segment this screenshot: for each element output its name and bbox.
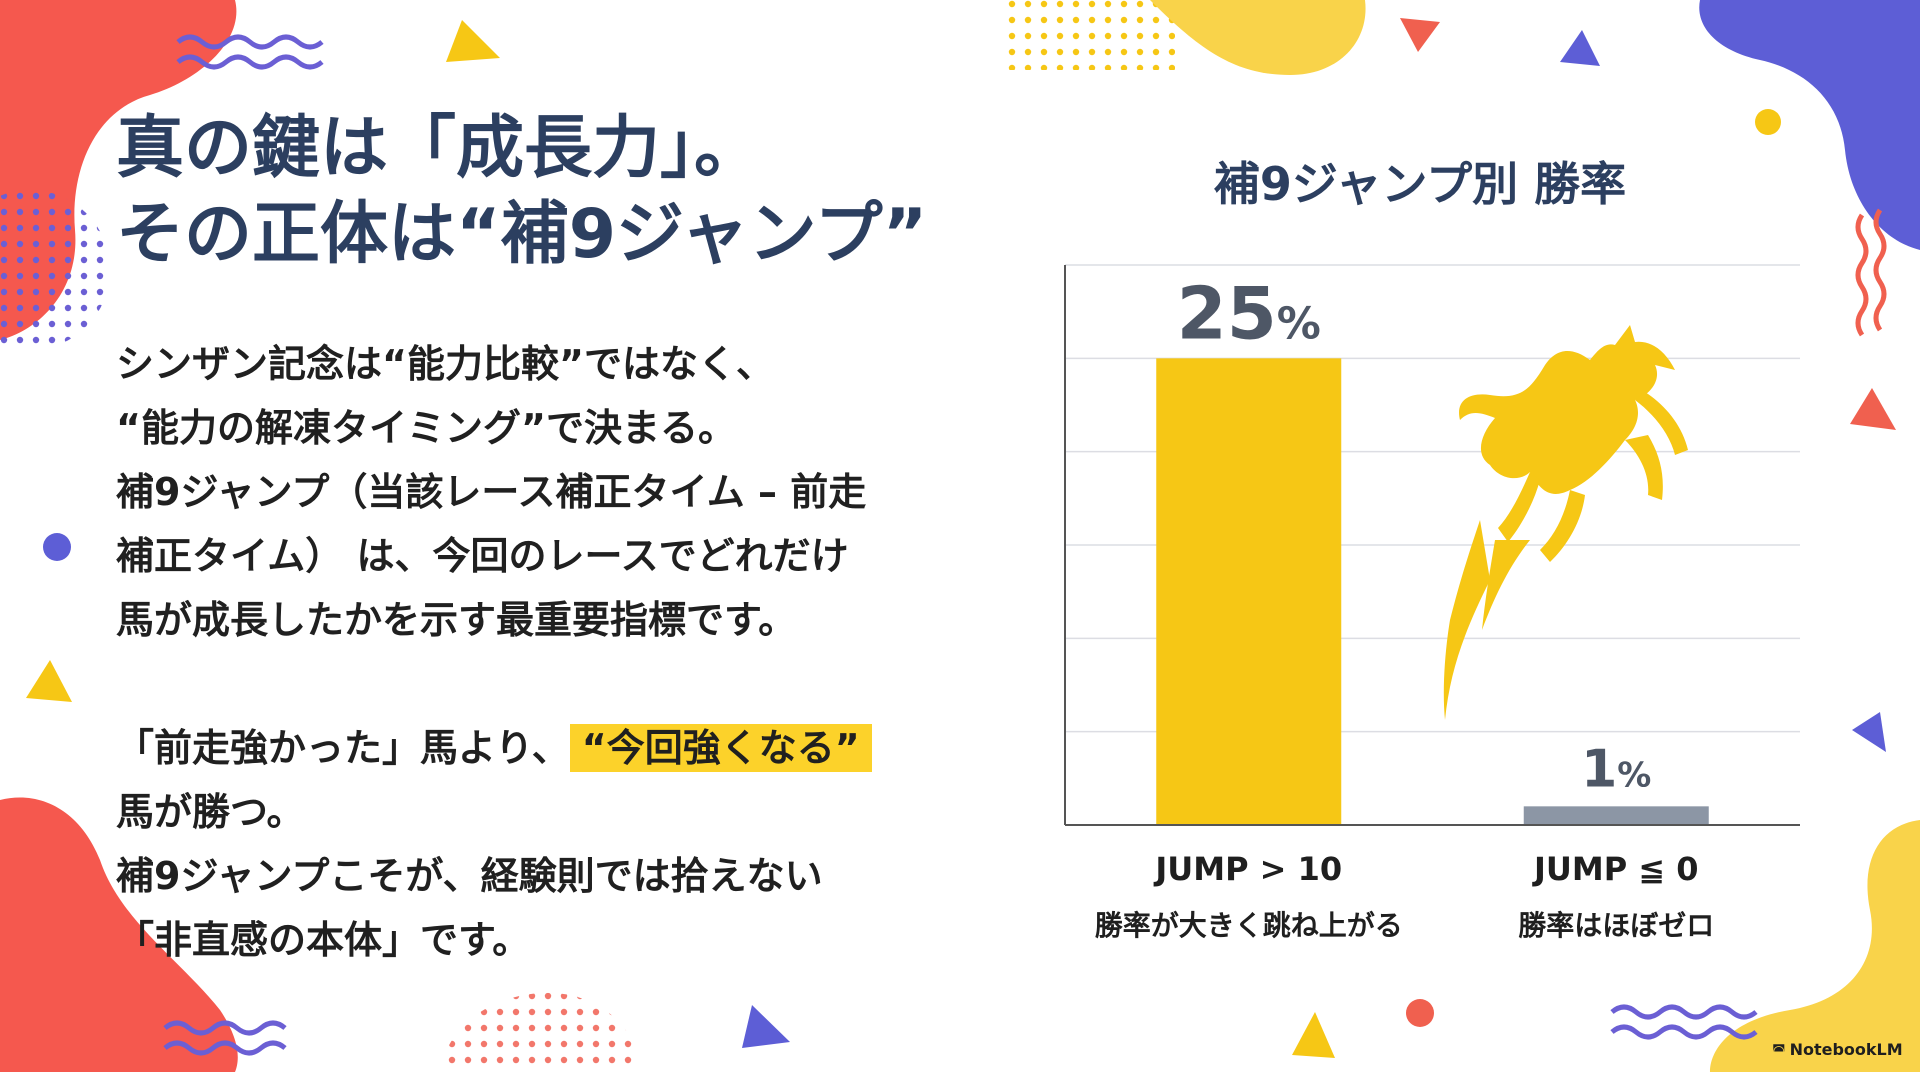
yellow-dot-field <box>1000 0 1175 70</box>
red-triangle <box>1850 388 1896 430</box>
chart-axes <box>1064 265 1800 826</box>
slide-title: 真の鍵は「成長力」。 その正体は“補9ジャンプ” <box>116 106 927 278</box>
red-squiggle <box>1873 208 1887 332</box>
category-label: JUMP ≦ 0 <box>1532 850 1699 888</box>
paragraph-line: シンザン記念は“能力比較”ではなく、 <box>116 342 774 386</box>
brand-text: NotebookLM <box>1789 1040 1903 1059</box>
purple-blob-top-right <box>1699 0 1920 250</box>
paragraph-line: 補9ジャンプ（当該レース補正タイム – 前走 <box>116 470 867 514</box>
brand-label: ◚ NotebookLM <box>1772 1040 1903 1059</box>
data-label: 25% <box>1177 271 1321 355</box>
category-sublabel: 勝率が大きく跳ね上がる <box>1095 909 1403 942</box>
purple-wave <box>1610 1004 1758 1020</box>
purple-dot <box>43 533 71 561</box>
highlight-phrase: “今回強くなる” <box>569 724 872 772</box>
paragraph-line: 補正タイム） は、今回のレースでどれだけ <box>116 534 849 578</box>
yellow-blob-bottom-right <box>1710 820 1920 1072</box>
purple-wave <box>1610 1024 1758 1040</box>
category-label: JUMP > 10 <box>1153 850 1342 888</box>
red-squiggle <box>1855 213 1869 337</box>
bar <box>1156 358 1342 825</box>
yellow-triangle <box>446 20 500 62</box>
yellow-dot <box>1755 109 1781 135</box>
jumping-horse-icon <box>1443 325 1688 720</box>
red-dot-field <box>440 992 640 1072</box>
purple-dot-circle <box>0 190 110 350</box>
bar <box>1523 806 1709 825</box>
bar-chart: 25% JUMP > 10 勝率が大きく跳ね上がる 1% JUMP ≦ 0 勝率はほぼゼロ <box>1064 264 1800 942</box>
purple-triangle <box>1852 712 1886 752</box>
yellow-triangle <box>26 660 72 702</box>
paragraph-line: 馬が成長したかを示す最重要指標です。 <box>116 598 797 642</box>
chart-title: 補9ジャンプ別 勝率 <box>1213 157 1627 211</box>
red-blob-bottom-left <box>0 797 238 1072</box>
paragraph-2: 「前走強かった」馬より、 “今回強くなる” 馬が勝つ。 補9ジャンプこそが、経験則… <box>116 716 872 972</box>
red-dot <box>1406 999 1434 1027</box>
paragraph-line: “能力の解凍タイミング”で決まる。 <box>116 406 736 450</box>
purple-triangle <box>742 1005 790 1048</box>
title-line-1: 真の鍵は「成長力」。 <box>116 109 763 188</box>
paragraph-1: シンザン記念は“能力比較”ではなく、 “能力の解凍タイミング”で決まる。 補9ジ… <box>116 332 866 652</box>
purple-wave <box>163 1040 287 1056</box>
purple-wave <box>176 34 324 50</box>
data-label: 1% <box>1581 739 1651 799</box>
paragraph-line: 「前走強かった」馬より、 “今回強くなる” <box>116 716 872 780</box>
notebooklm-logo-icon: ◚ <box>1772 1043 1786 1059</box>
paragraph-line: 「非直感の本体」です。 <box>116 918 531 962</box>
purple-wave <box>163 1020 287 1036</box>
red-triangle <box>1400 18 1440 52</box>
title-line-2: その正体は“補9ジャンプ” <box>116 195 928 274</box>
chart-labels: 25% JUMP > 10 勝率が大きく跳ね上がる 1% JUMP ≦ 0 勝率はほぼゼロ <box>1095 271 1715 942</box>
paragraph-line: 補9ジャンプこそが、経験則では拾えない <box>116 854 823 898</box>
paragraph-2-prefix: 「前走強かった」馬より、 <box>116 726 570 770</box>
yellow-blob-top <box>1150 0 1366 75</box>
paragraph-line: 馬が勝つ。 <box>116 790 305 834</box>
chart-bars <box>1156 358 1709 825</box>
purple-wave <box>176 54 324 70</box>
category-sublabel: 勝率はほぼゼロ <box>1518 909 1714 942</box>
yellow-triangle <box>1292 1012 1335 1058</box>
purple-triangle <box>1560 30 1600 66</box>
